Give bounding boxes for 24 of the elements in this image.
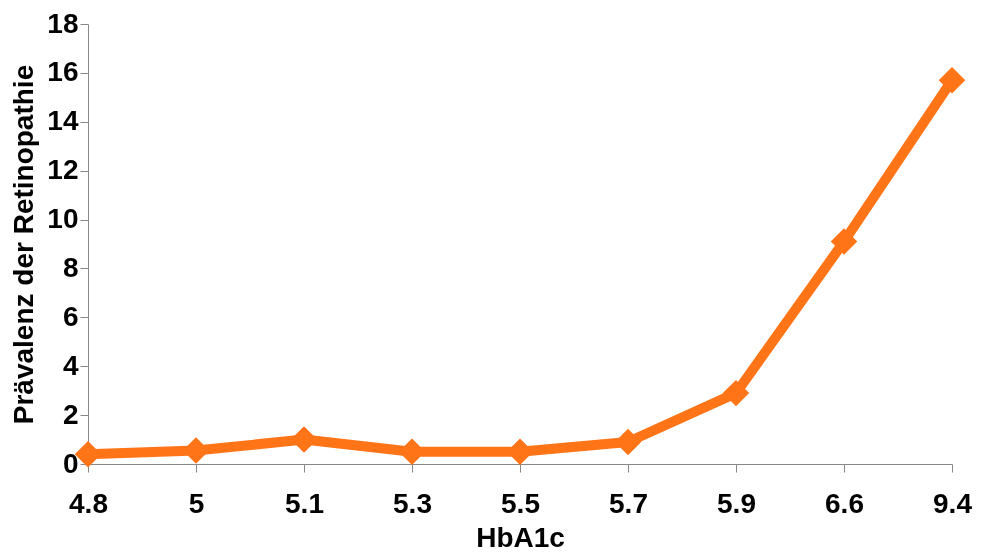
x-tick-label: 5.7 [609,487,648,519]
x-tick-label: 6.6 [825,487,864,519]
y-tick-label: 6 [62,300,79,332]
y-tick-label: 4 [62,349,79,381]
x-tick-label: 5.9 [717,487,756,519]
y-tick-label: 2 [62,398,79,430]
y-tick-label: 18 [47,7,79,39]
point [938,66,966,94]
x-tick-label: 5 [188,487,205,519]
y-tick-label: 14 [47,105,79,137]
y-tick-label: 10 [47,203,79,235]
point [830,228,858,255]
x-tick-label: 9.4 [933,487,973,519]
point [722,379,750,407]
x-tick-label: 5.3 [393,487,432,519]
y-tick-label: 16 [47,56,79,88]
x-tick-label: 5.5 [501,487,540,519]
x-tick-label: 5.1 [285,487,324,519]
x-tick-label: 4.8 [69,487,108,519]
y-tick-label: 12 [47,154,79,186]
x-axis-title: HbA1c [476,521,565,553]
y-axis-title: Prävalenz der Retinopathie [8,64,40,425]
y-tick-label: 8 [62,251,79,283]
y-tick-label: 0 [62,447,79,479]
